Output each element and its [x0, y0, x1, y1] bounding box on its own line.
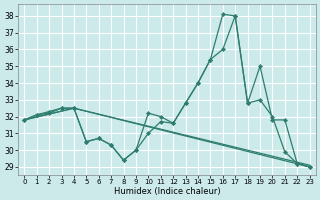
X-axis label: Humidex (Indice chaleur): Humidex (Indice chaleur) — [114, 187, 220, 196]
